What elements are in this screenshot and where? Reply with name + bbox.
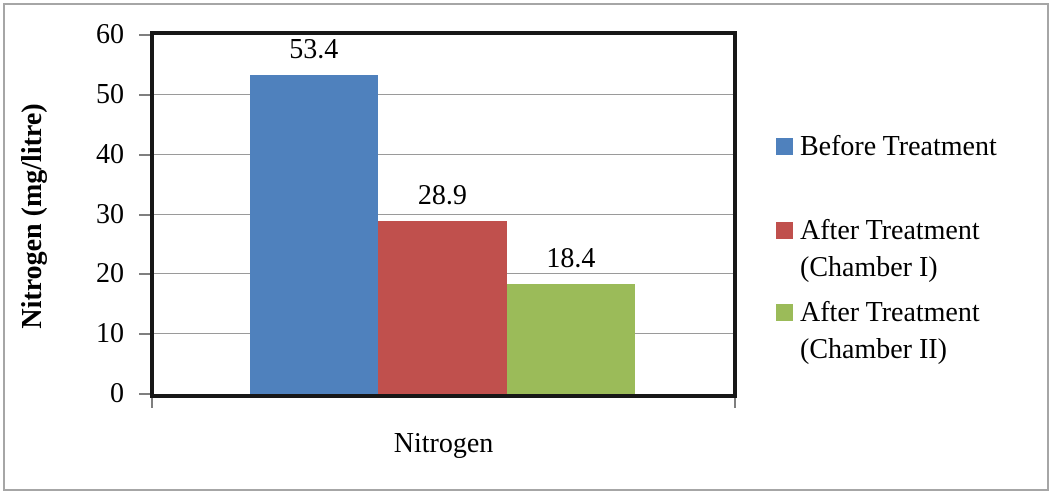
gridline-30 — [154, 213, 733, 215]
legend-label: After Treatment (Chamber II) — [800, 297, 980, 365]
y-tick-mark-20 — [139, 273, 150, 276]
outer-frame — [3, 3, 1049, 491]
y-tick-mark-0 — [139, 393, 150, 395]
y-tick-mark-50 — [139, 93, 150, 96]
y-tick-label-10: 10 — [96, 318, 124, 350]
x-axis-category-label: Nitrogen — [393, 428, 494, 459]
bar-before-treatment — [249, 74, 379, 394]
legend-swatch-icon — [776, 222, 793, 239]
y-tick-label-30: 30 — [96, 198, 124, 230]
y-tick-mark-60 — [139, 34, 150, 36]
legend-item-1: Before Treatment — [776, 128, 997, 165]
legend-item-2: After Treatment (Chamber I) — [776, 212, 980, 286]
legend-label: Before Treatment — [800, 131, 997, 162]
y-tick-label-60: 60 — [96, 19, 124, 50]
legend-swatch-icon — [776, 304, 793, 321]
legend-swatch-icon — [776, 138, 793, 155]
x-tick-mark-right — [734, 398, 736, 408]
gridline-50 — [154, 93, 733, 95]
gridline-40 — [154, 153, 733, 155]
legend-label: After Treatment (Chamber I) — [800, 215, 980, 283]
plot-area: 53.4 28.9 18.4 — [139, 31, 737, 408]
bar-after-treatment-chamber-ii- — [506, 283, 636, 394]
y-axis-tick-labels: 0 10 20 30 40 50 60 — [0, 20, 136, 409]
y-tick-label-40: 40 — [96, 138, 124, 170]
bar-value-label: 28.9 — [417, 180, 467, 212]
y-tick-label-0: 0 — [110, 378, 124, 409]
y-tick-label-50: 50 — [96, 78, 124, 110]
x-tick-mark-left — [151, 398, 153, 408]
y-tick-mark-10 — [139, 333, 150, 336]
legend-item-3: After Treatment (Chamber II) — [776, 294, 980, 368]
bar-value-label: 53.4 — [289, 33, 339, 65]
y-tick-mark-30 — [139, 213, 150, 216]
y-tick-label-20: 20 — [96, 258, 124, 290]
legend: Before Treatment After Treatment (Chamber … — [776, 0, 1050, 494]
y-tick-mark-40 — [139, 153, 150, 156]
bar-value-label: 18.4 — [546, 242, 596, 274]
bar-after-treatment-chamber-i- — [378, 221, 507, 394]
